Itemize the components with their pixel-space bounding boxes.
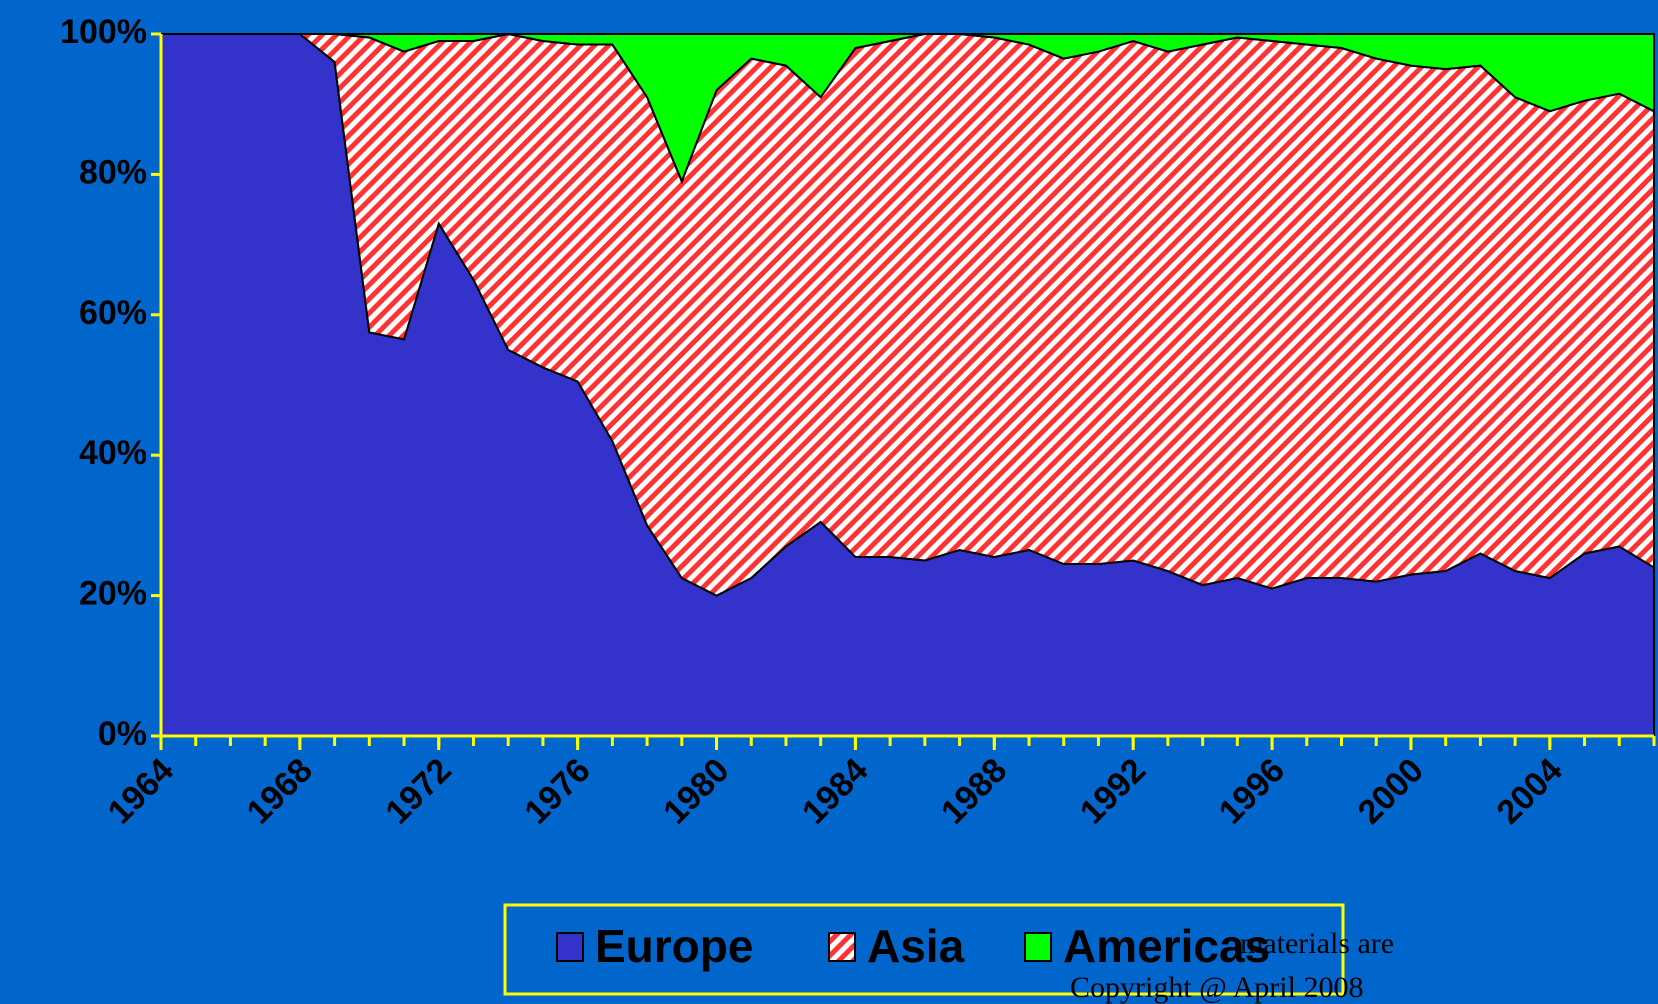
x-tick-label: 1988: [934, 751, 1014, 831]
x-tick-label: 1996: [1212, 751, 1292, 831]
y-tick-label: 20%: [79, 575, 147, 613]
area: [161, 32, 1655, 185]
legend-label: Europe: [595, 920, 753, 972]
legend-label: Americas: [1063, 920, 1270, 972]
x-tick-label: 2000: [1351, 751, 1431, 831]
annotation: materials are: [1240, 927, 1394, 960]
x-tick-label: 1972: [378, 751, 458, 831]
x-tick-label: 1984: [795, 751, 875, 831]
y-tick-label: 80%: [79, 153, 147, 191]
legend-swatch: [556, 932, 584, 962]
annotation: Copyright @ April 2008: [1070, 971, 1363, 1004]
y-tick-label: 60%: [79, 294, 147, 332]
x-tick-label: 2004: [1489, 751, 1569, 831]
x-tick-label: 1964: [101, 751, 181, 831]
y-tick-label: 0%: [98, 715, 147, 753]
y-tick-label: 40%: [79, 434, 147, 472]
legend-box: [503, 903, 1345, 996]
x-tick-label: 1992: [1073, 751, 1153, 831]
x-tick-label: 1976: [517, 751, 597, 831]
x-tick-label: 1968: [240, 751, 320, 831]
legend-swatch: [828, 932, 856, 962]
legend-swatch: [1024, 932, 1052, 962]
legend-label: Asia: [867, 920, 965, 972]
y-tick-label: 100%: [60, 13, 147, 51]
x-tick-label: 1980: [656, 751, 736, 831]
